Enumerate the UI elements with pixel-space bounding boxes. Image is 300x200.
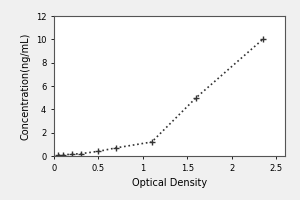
X-axis label: Optical Density: Optical Density — [132, 178, 207, 188]
Y-axis label: Concentration(ng/mL): Concentration(ng/mL) — [20, 32, 30, 140]
